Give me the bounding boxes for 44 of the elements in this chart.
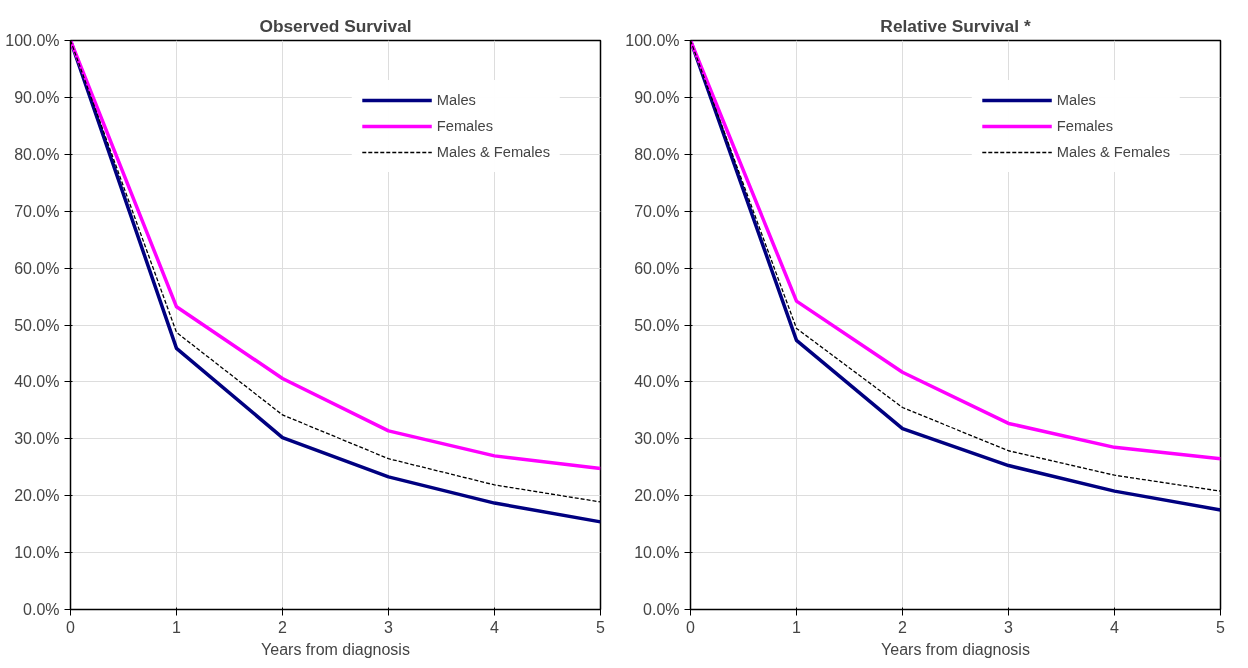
x-tick-label: 4 — [1110, 618, 1120, 636]
y-tick-label: 60.0% — [14, 259, 60, 277]
y-tick-label: 20.0% — [634, 487, 680, 505]
legend-label: Males — [436, 92, 476, 108]
x-tick-label: 1 — [792, 618, 802, 636]
legend-label: Females — [436, 118, 493, 134]
legend-label: Males & Females — [436, 144, 550, 160]
x-tick-label: 3 — [384, 618, 394, 636]
y-tick-label: 70.0% — [634, 202, 680, 220]
y-tick-label: 30.0% — [634, 430, 680, 448]
y-tick-label: 90.0% — [634, 88, 680, 106]
x-tick-label: 2 — [278, 618, 288, 636]
x-tick-label: 3 — [1004, 618, 1014, 636]
legend-label: Males & Females — [1056, 144, 1170, 160]
x-tick-label: 1 — [172, 618, 182, 636]
y-tick-label: 40.0% — [14, 373, 60, 391]
x-axis-title: Years from diagnosis — [881, 640, 1030, 658]
y-tick-label: 20.0% — [14, 487, 60, 505]
x-tick-label: 2 — [898, 618, 908, 636]
legend-label: Males — [1056, 92, 1096, 108]
x-tick-label: 5 — [1216, 618, 1226, 636]
y-tick-label: 0.0% — [643, 601, 680, 618]
x-tick-label: 4 — [490, 618, 500, 636]
y-tick-label: 30.0% — [14, 430, 60, 448]
y-tick-label: 50.0% — [14, 316, 60, 334]
y-tick-label: 90.0% — [14, 88, 60, 106]
legend-label: Females — [1056, 118, 1113, 134]
x-tick-label: 5 — [596, 618, 606, 636]
chart-title: Observed Survival — [259, 15, 412, 36]
y-tick-label: 100.0% — [625, 32, 680, 49]
y-tick-label: 10.0% — [14, 544, 60, 562]
y-tick-label: 70.0% — [14, 202, 60, 220]
y-tick-label: 40.0% — [634, 373, 680, 391]
y-tick-label: 50.0% — [634, 316, 680, 334]
x-axis-title: Years from diagnosis — [261, 640, 410, 658]
x-tick-label: 0 — [66, 618, 76, 636]
chart-title: Relative Survival * — [880, 15, 1031, 36]
y-tick-label: 80.0% — [14, 145, 60, 163]
y-tick-label: 80.0% — [634, 145, 680, 163]
x-tick-label: 0 — [686, 618, 696, 636]
y-tick-label: 60.0% — [634, 259, 680, 277]
y-tick-label: 100.0% — [5, 32, 60, 49]
y-tick-label: 10.0% — [634, 544, 680, 562]
y-tick-label: 0.0% — [23, 601, 60, 618]
